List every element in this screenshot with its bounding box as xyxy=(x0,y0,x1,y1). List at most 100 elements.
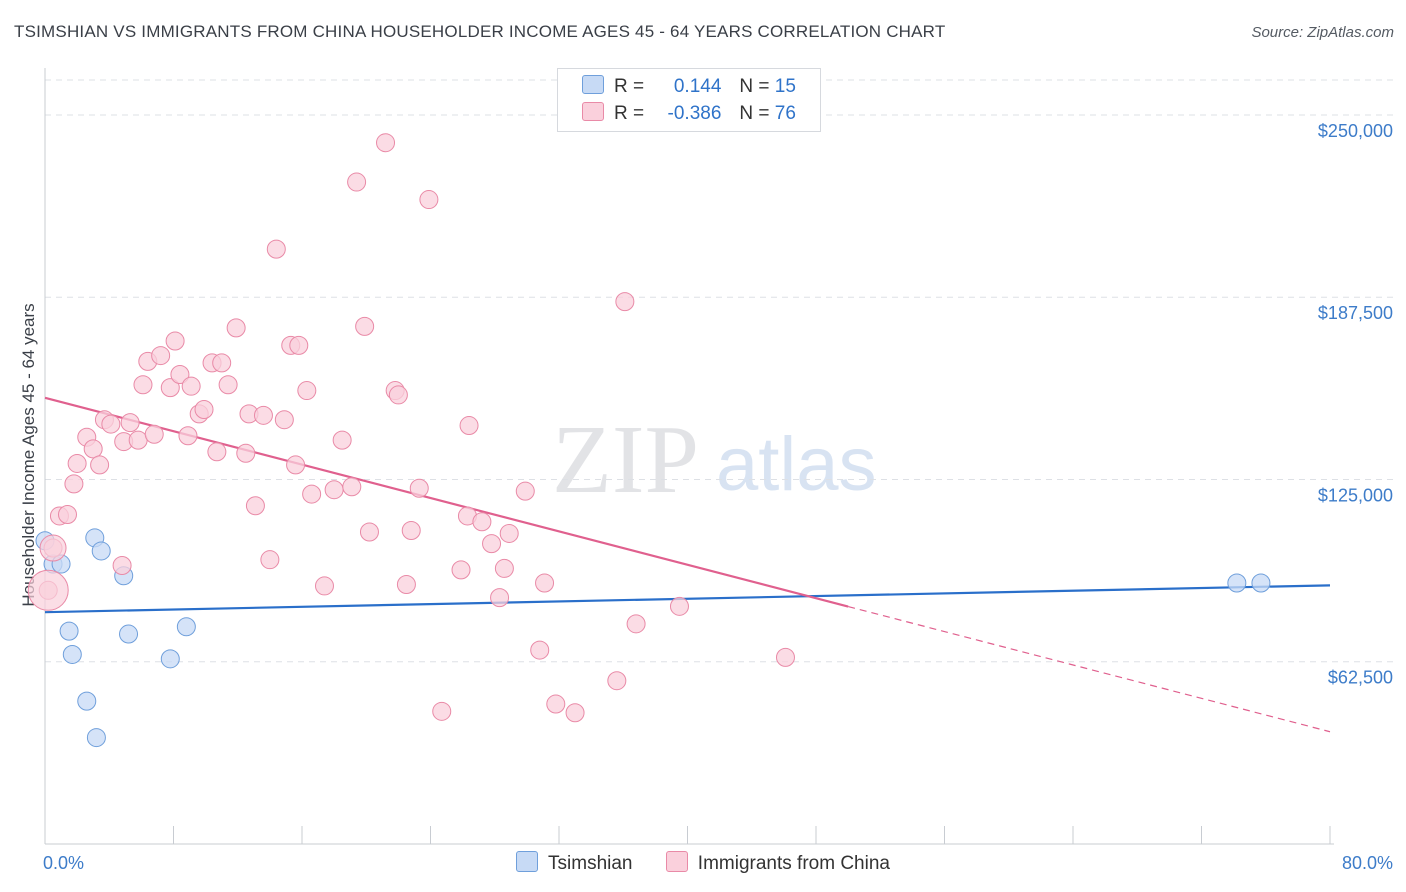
x-tick-labels: 0.0% 80.0% xyxy=(43,853,1393,873)
watermark-zip: ZIP xyxy=(552,406,699,514)
china-point xyxy=(90,455,110,475)
china-point xyxy=(67,453,87,473)
china-point xyxy=(535,573,555,593)
china-point xyxy=(626,614,646,634)
data-points xyxy=(27,133,1271,748)
china-point xyxy=(260,550,280,570)
china-point xyxy=(289,335,309,355)
legend-n-value: 15 xyxy=(774,76,796,97)
china-point xyxy=(376,133,396,153)
china-point xyxy=(342,477,362,497)
y-axis-label: Householder Income Ages 45 - 64 years xyxy=(19,303,38,606)
y-tick-label: $62,500 xyxy=(1328,668,1393,688)
watermark-atlas: atlas xyxy=(716,422,877,507)
source-label: Source: ZipAtlas.com xyxy=(1251,24,1394,41)
series-legend-swatch-china xyxy=(665,851,688,872)
china-point-large xyxy=(27,569,69,611)
china-point xyxy=(207,442,227,462)
china-point xyxy=(482,534,502,554)
china-trend-line xyxy=(44,396,849,608)
china-point xyxy=(401,521,421,541)
y-tick-label: $250,000 xyxy=(1318,121,1393,141)
china-point xyxy=(236,443,256,463)
china-point xyxy=(112,556,132,576)
china-trend-line-extension xyxy=(847,605,1331,733)
legend-r-value: 0.144 xyxy=(673,76,722,97)
china-point xyxy=(83,439,103,459)
legend-n-value: 76 xyxy=(774,103,796,124)
china-point xyxy=(615,292,635,312)
china-point xyxy=(245,496,265,516)
tsimshian-point xyxy=(86,728,106,748)
legend-r-label: R = xyxy=(614,103,645,124)
legend-swatch-china xyxy=(582,102,604,121)
china-point xyxy=(669,596,689,616)
china-point-large xyxy=(39,534,67,562)
legend-n-label: N = xyxy=(739,76,770,97)
china-point xyxy=(297,381,317,401)
china-point xyxy=(57,504,77,524)
china-point xyxy=(607,671,627,691)
china-point xyxy=(170,365,190,385)
tsimshian-point xyxy=(160,649,180,669)
china-point xyxy=(565,703,585,723)
china-point xyxy=(515,481,535,501)
tsimshian-trend-line xyxy=(44,584,1331,614)
tsimshian-point xyxy=(62,644,82,664)
legend-row-china: R = -0.386 N = 76 xyxy=(582,102,796,128)
china-point xyxy=(432,701,452,721)
watermark: ZIP atlas xyxy=(552,406,877,514)
legend-row-tsimshian: R = 0.144 N = 15 xyxy=(582,75,796,101)
china-point xyxy=(266,239,286,259)
china-point xyxy=(226,318,246,338)
axes xyxy=(44,68,1334,845)
y-tick-label: $187,500 xyxy=(1318,303,1393,323)
series-legend-swatch-tsimshian xyxy=(516,851,539,872)
china-point xyxy=(355,316,375,336)
china-point xyxy=(347,172,367,192)
china-point xyxy=(314,576,334,596)
china-point xyxy=(212,353,232,373)
y-tick-labels: $62,500 $125,000 $187,500 $250,000 xyxy=(1318,121,1393,688)
china-point xyxy=(128,430,148,450)
series-legend-item-china[interactable]: Immigrants from China xyxy=(665,851,890,875)
series-legend-label: Tsimshian xyxy=(548,853,633,874)
china-point xyxy=(178,426,198,446)
tsimshian-point xyxy=(77,691,97,711)
tsimshian-point xyxy=(91,541,111,561)
china-point xyxy=(253,405,273,425)
china-point xyxy=(194,400,214,420)
china-point xyxy=(451,560,471,580)
legend-r-value: -0.386 xyxy=(667,103,722,124)
china-point xyxy=(218,375,238,395)
china-point xyxy=(64,474,84,494)
legend-r-label: R = xyxy=(614,76,645,97)
china-point xyxy=(324,480,344,500)
china-point xyxy=(144,424,164,444)
china-point xyxy=(472,512,492,532)
gridlines xyxy=(45,79,1395,663)
china-point xyxy=(359,522,379,542)
china-point xyxy=(286,455,306,475)
series-legend-item-tsimshian[interactable]: Tsimshian xyxy=(516,851,633,875)
china-point xyxy=(409,478,429,498)
china-point xyxy=(546,694,566,714)
series-legend-label: Immigrants from China xyxy=(697,853,890,874)
china-point xyxy=(459,416,479,436)
china-point xyxy=(160,378,180,398)
y-tick-label: $125,000 xyxy=(1318,485,1393,505)
china-point xyxy=(499,523,519,543)
tsimshian-point xyxy=(1227,573,1247,593)
china-point xyxy=(388,385,408,405)
china-point xyxy=(101,414,121,434)
china-point xyxy=(120,413,140,433)
tsimshian-point xyxy=(59,621,79,641)
china-point xyxy=(165,331,185,351)
china-point xyxy=(494,558,514,578)
tsimshian-point xyxy=(1251,573,1271,593)
china-point xyxy=(419,190,439,210)
chart-title: TSIMSHIAN VS IMMIGRANTS FROM CHINA HOUSE… xyxy=(14,22,946,41)
china-point xyxy=(775,647,795,667)
china-point xyxy=(530,640,550,660)
china-point xyxy=(274,410,294,430)
